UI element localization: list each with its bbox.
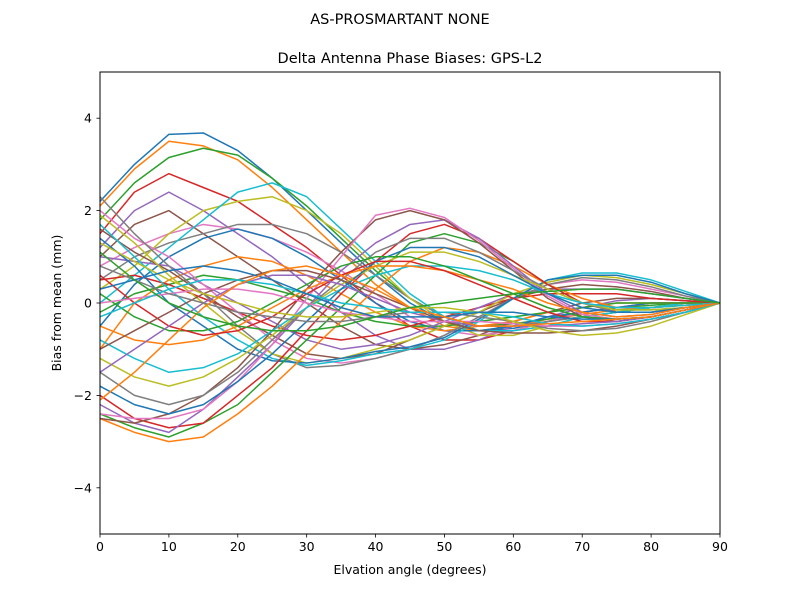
y-tick-label: 0 bbox=[84, 296, 92, 311]
series-line-29 bbox=[99, 251, 721, 387]
x-axis-label: Elvation angle (degrees) bbox=[333, 562, 486, 577]
y-axis-label: Bias from mean (mm) bbox=[49, 235, 64, 372]
series-line-14 bbox=[99, 274, 721, 341]
series-line-21 bbox=[99, 237, 721, 364]
x-tick-label: 0 bbox=[96, 539, 104, 554]
figure-suptitle: AS-PROSMARTANT NONE bbox=[310, 12, 489, 28]
x-axis: 0 10 20 30 40 50 60 70 80 90 bbox=[96, 534, 728, 554]
x-tick-label: 30 bbox=[299, 539, 315, 554]
x-tick-label: 80 bbox=[643, 539, 659, 554]
series-line-32 bbox=[99, 265, 721, 346]
chart-title: Delta Antenna Phase Biases: GPS-L2 bbox=[278, 51, 543, 67]
series-line-40 bbox=[99, 279, 721, 327]
y-axis: −4 −2 0 2 4 bbox=[74, 111, 100, 495]
x-tick-label: 10 bbox=[161, 539, 177, 554]
y-tick-label: 4 bbox=[84, 111, 92, 126]
x-tick-label: 40 bbox=[368, 539, 384, 554]
series-line-43 bbox=[99, 251, 721, 332]
series-line-31 bbox=[99, 246, 721, 415]
y-tick-label: 2 bbox=[84, 203, 92, 218]
x-tick-label: 20 bbox=[230, 539, 246, 554]
series-line-1 bbox=[99, 132, 721, 332]
x-tick-label: 70 bbox=[574, 539, 590, 554]
series-layer bbox=[99, 132, 721, 443]
x-tick-label: 90 bbox=[712, 539, 728, 554]
x-tick-label: 60 bbox=[505, 539, 521, 554]
y-tick-label: −4 bbox=[74, 480, 92, 495]
x-tick-label: 50 bbox=[436, 539, 452, 554]
y-tick-label: −2 bbox=[74, 388, 92, 403]
